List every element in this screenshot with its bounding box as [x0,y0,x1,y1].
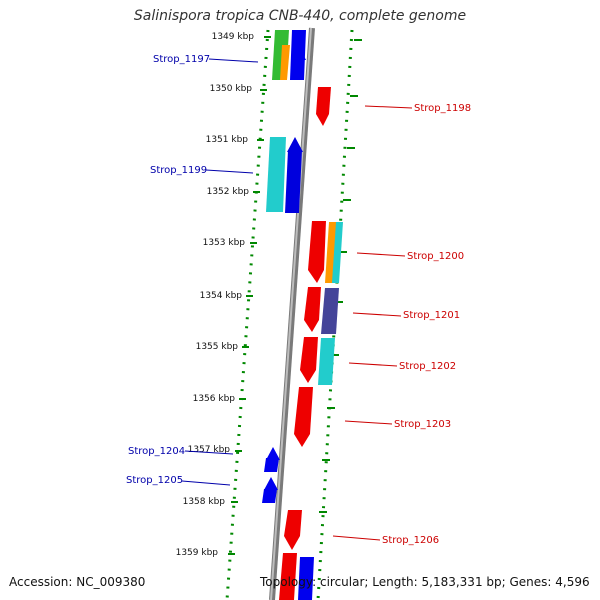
gene-arrow-strop-1197-blue-tip [291,44,306,60]
gene-arrow-strop-1197-orange [280,45,290,80]
gene-label-strop-1200: Strop_1200 [407,251,464,262]
gene-arrow-strop-1205-tip [264,477,278,490]
ruler-label: 1358 kbp [183,497,226,507]
left-ruler-track [225,29,270,600]
gene-arrow-strop-1204-tip [266,447,280,460]
ruler-labels: 1349 kbp 1350 kbp 1351 kbp 1352 kbp 1353… [176,32,255,558]
gene-arrow-bottom-red [279,553,297,600]
reverse-genes [279,87,343,600]
gene-arrow-strop-1200-cyan [332,222,343,283]
ruler-label: 1355 kbp [196,342,239,352]
gene-arrow-strop-1203 [294,387,313,447]
gene-arrow-strop-1202-red [300,337,318,383]
right-ticks [319,39,362,513]
genome-stats-text: Topology: circular; Length: 5,183,331 bp… [260,575,590,589]
left-ticks [228,36,271,555]
ruler-label: 1356 kbp [193,394,236,404]
ruler-label: 1359 kbp [176,548,219,558]
gene-arrow-strop-1205 [262,489,277,503]
gene-arrow-strop-1201-purple [321,288,339,334]
gene-label-strop-1206: Strop_1206 [382,535,439,546]
gene-arrow-strop-1199-blue [285,150,302,213]
gene-label-strop-1202: Strop_1202 [399,361,456,372]
gene-label-strop-1197: Strop_1197 [153,54,210,65]
ruler-label: 1354 kbp [200,291,243,301]
forward-gene-labels: Strop_1197 Strop_1199 Strop_1204 Strop_1… [126,54,259,486]
gene-arrow-strop-1200-red [308,221,326,283]
gene-arrow-bottom-blue [298,557,314,600]
ruler-label: 1353 kbp [203,238,246,248]
gene-arrow-strop-1199-blue-tip [287,137,303,152]
ruler-label: 1351 kbp [206,135,249,145]
gene-arrow-strop-1206 [284,510,302,550]
gene-label-strop-1201: Strop_1201 [403,310,460,321]
ruler-label: 1352 kbp [207,187,250,197]
gene-arrow-strop-1201-red [304,287,321,332]
ruler-label: 1349 kbp [212,32,255,42]
gene-label-strop-1204: Strop_1204 [128,446,185,457]
map-title: Salinispora tropica CNB-440, complete ge… [133,8,467,24]
ruler-label: 1350 kbp [210,84,253,94]
gene-arrow-strop-1204 [264,458,279,472]
reverse-gene-labels: Strop_1198 Strop_1200 Strop_1201 Strop_1… [332,103,471,546]
gene-label-strop-1199: Strop_1199 [150,165,207,176]
gene-arrow-strop-1202-cyan [318,338,335,385]
ruler-label: 1357 kbp [188,445,231,455]
gene-label-strop-1203: Strop_1203 [394,419,451,430]
genome-backbone-highlight [270,27,312,600]
gene-arrow-strop-1198 [316,87,331,126]
accession-text: Accession: NC_009380 [9,575,146,589]
gene-label-strop-1198: Strop_1198 [414,103,471,114]
gene-arrow-strop-1199-cyan [266,137,286,212]
forward-genes [262,30,314,600]
gene-label-strop-1205: Strop_1205 [126,475,183,486]
